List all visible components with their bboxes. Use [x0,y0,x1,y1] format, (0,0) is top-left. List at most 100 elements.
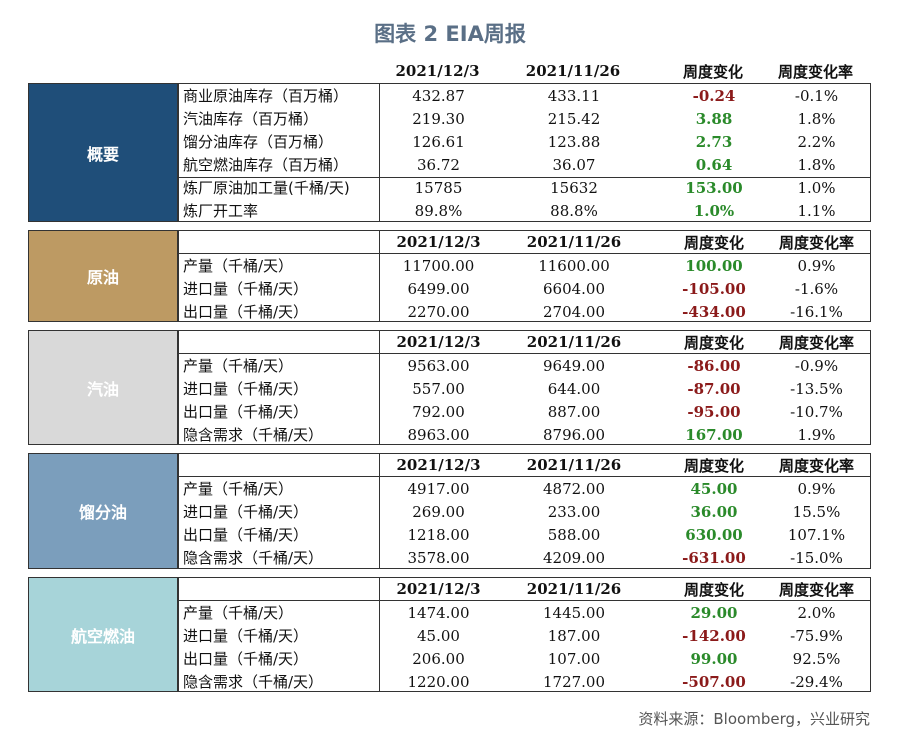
weekly-change: -105.00 [682,279,746,298]
value-current: 3578.00 [407,548,470,567]
col-date-previous: 2021/11/26 [526,580,622,598]
weekly-change-rate: -15.0% [790,548,843,567]
weekly-change-rate: -0.1% [794,86,839,105]
value-current: 432.87 [412,86,465,105]
header-row: 2021/12/3 2021/11/26 周度变化 周度变化率 [179,231,870,253]
value-previous: 1727.00 [542,672,606,691]
row-name: 隐含需求（千桶/天） [183,549,324,567]
table-row: 进口量（千桶/天） 6499.00 6604.00 -105.00 -1.6% [179,277,870,300]
row-name: 进口量（千桶/天） [183,627,309,645]
value-previous: 588.00 [547,525,601,544]
table-row: 产量（千桶/天） 9563.00 9649.00 -86.00 -0.9% [179,354,870,377]
col-date-previous: 2021/11/26 [526,456,622,474]
weekly-change-rate: 2.2% [797,132,836,151]
row-name: 出口量（千桶/天） [183,526,309,544]
value-previous: 433.11 [547,86,601,105]
row-name: 炼厂原油加工量(千桶/天) [183,179,350,197]
col-date-current: 2021/12/3 [396,580,481,598]
value-current: 206.00 [412,649,465,668]
table-row: 进口量（千桶/天） 269.00 233.00 36.00 15.5% [179,500,870,523]
column-divider [379,578,380,691]
value-current: 11700.00 [402,256,475,275]
col-weekly-change-rate: 周度变化率 [778,233,854,252]
table-row: 隐含需求（千桶/天） 1220.00 1727.00 -507.00 -29.4% [179,670,870,693]
value-previous: 36.07 [552,155,596,174]
header-row: 2021/12/3 2021/11/26 周度变化 周度变化率 [179,578,870,600]
value-current: 792.00 [412,402,465,421]
row-name: 出口量（千桶/天） [183,403,309,421]
value-previous: 215.42 [547,109,601,128]
table-row: 产量（千桶/天） 1474.00 1445.00 29.00 2.0% [179,601,870,624]
source-note: 资料来源：Bloomberg，兴业研究 [638,710,870,728]
table-row: 出口量（千桶/天） 206.00 107.00 99.00 92.5% [179,647,870,670]
value-current: 269.00 [412,502,465,521]
weekly-change: 45.00 [690,479,738,498]
value-previous: 233.00 [547,502,601,521]
value-current: 8963.00 [407,425,470,444]
section-label-gasoline: 汽油 [28,330,178,445]
weekly-change-rate: 1.8% [797,109,836,128]
value-previous: 644.00 [547,379,601,398]
section-table-crude: 2021/12/3 2021/11/26 周度变化 周度变化率 产量（千桶/天） 1170… [178,230,871,322]
table-row: 汽油库存（百万桶） 219.30 215.42 3.88 1.8% [179,107,870,130]
row-name: 馏分油库存（百万桶） [183,133,334,151]
column-divider [379,331,380,444]
row-name: 出口量（千桶/天） [183,650,309,668]
table-row: 出口量（千桶/天） 792.00 887.00 -95.00 -10.7% [179,400,870,423]
table-row: 炼厂开工率 89.8% 88.8% 1.0% 1.1% [179,199,870,222]
column-divider [379,84,380,221]
row-name: 出口量（千桶/天） [183,303,309,321]
value-current: 557.00 [412,379,465,398]
value-current: 89.8% [414,201,463,220]
col-weekly-change: 周度变化 [683,233,744,252]
col-date-current: 2021/12/3 [396,333,481,351]
value-previous: 11600.00 [538,256,610,275]
weekly-change: 29.00 [690,603,738,622]
weekly-change-rate: -13.5% [790,379,843,398]
header-divider [179,353,870,354]
value-current: 219.30 [412,109,465,128]
figure-title: 图表 2 EIA周报 [374,22,526,46]
row-name: 进口量（千桶/天） [183,503,309,521]
table-row: 隐含需求（千桶/天） 3578.00 4209.00 -631.00 -15.0% [179,546,870,569]
row-name: 隐含需求（千桶/天） [183,426,324,444]
weekly-change: 100.00 [685,256,743,275]
row-name: 汽油库存（百万桶） [183,110,319,128]
value-previous: 123.88 [547,132,601,151]
value-previous: 4872.00 [542,479,606,498]
value-previous: 1445.00 [542,603,606,622]
value-current: 1218.00 [407,525,470,544]
header-row: 2021/12/3 2021/11/26 周度变化 周度变化率 [179,331,870,353]
section-label-distillate: 馏分油 [28,453,178,569]
section-label-jet: 航空燃油 [28,577,178,692]
weekly-change: -87.00 [687,379,741,398]
col-weekly-change: 周度变化 [683,456,744,475]
weekly-change: 2.73 [695,132,733,151]
weekly-change-rate: -29.4% [790,672,843,691]
value-previous: 107.00 [547,649,601,668]
weekly-change: 0.64 [695,155,733,174]
table-row: 产量（千桶/天） 4917.00 4872.00 45.00 0.9% [179,477,870,500]
col-date-current: 2021/12/3 [395,62,480,80]
column-divider [379,454,380,568]
section-table-jet: 2021/12/3 2021/11/26 周度变化 周度变化率 产量（千桶/天） 1474… [178,577,871,692]
row-name: 隐含需求（千桶/天） [183,673,324,691]
row-name: 产量（千桶/天） [183,604,294,622]
section-jet: 航空燃油 2021/12/3 2021/11/26 周度变化 周度变化率产量（千桶/天）… [28,577,871,692]
col-weekly-change: 周度变化 [682,62,743,81]
section-label-crude: 原油 [28,230,178,322]
value-current: 15785 [414,178,463,197]
col-weekly-change: 周度变化 [683,580,744,599]
col-weekly-change-rate: 周度变化率 [778,580,854,599]
table-row: 隐含需求（千桶/天） 8963.00 8796.00 167.00 1.9% [179,423,870,446]
weekly-change: 36.00 [690,502,738,521]
value-current: 1220.00 [407,672,470,691]
value-current: 126.61 [412,132,465,151]
col-date-previous: 2021/11/26 [526,233,622,251]
col-weekly-change: 周度变化 [683,333,744,352]
weekly-change-rate: 0.9% [797,256,836,275]
table-row: 馏分油库存（百万桶） 126.61 123.88 2.73 2.2% [179,130,870,153]
table-row: 航空燃油库存（百万桶） 36.72 36.07 0.64 1.8% [179,153,870,176]
weekly-change-rate: 15.5% [792,502,841,521]
header-divider [179,253,870,254]
